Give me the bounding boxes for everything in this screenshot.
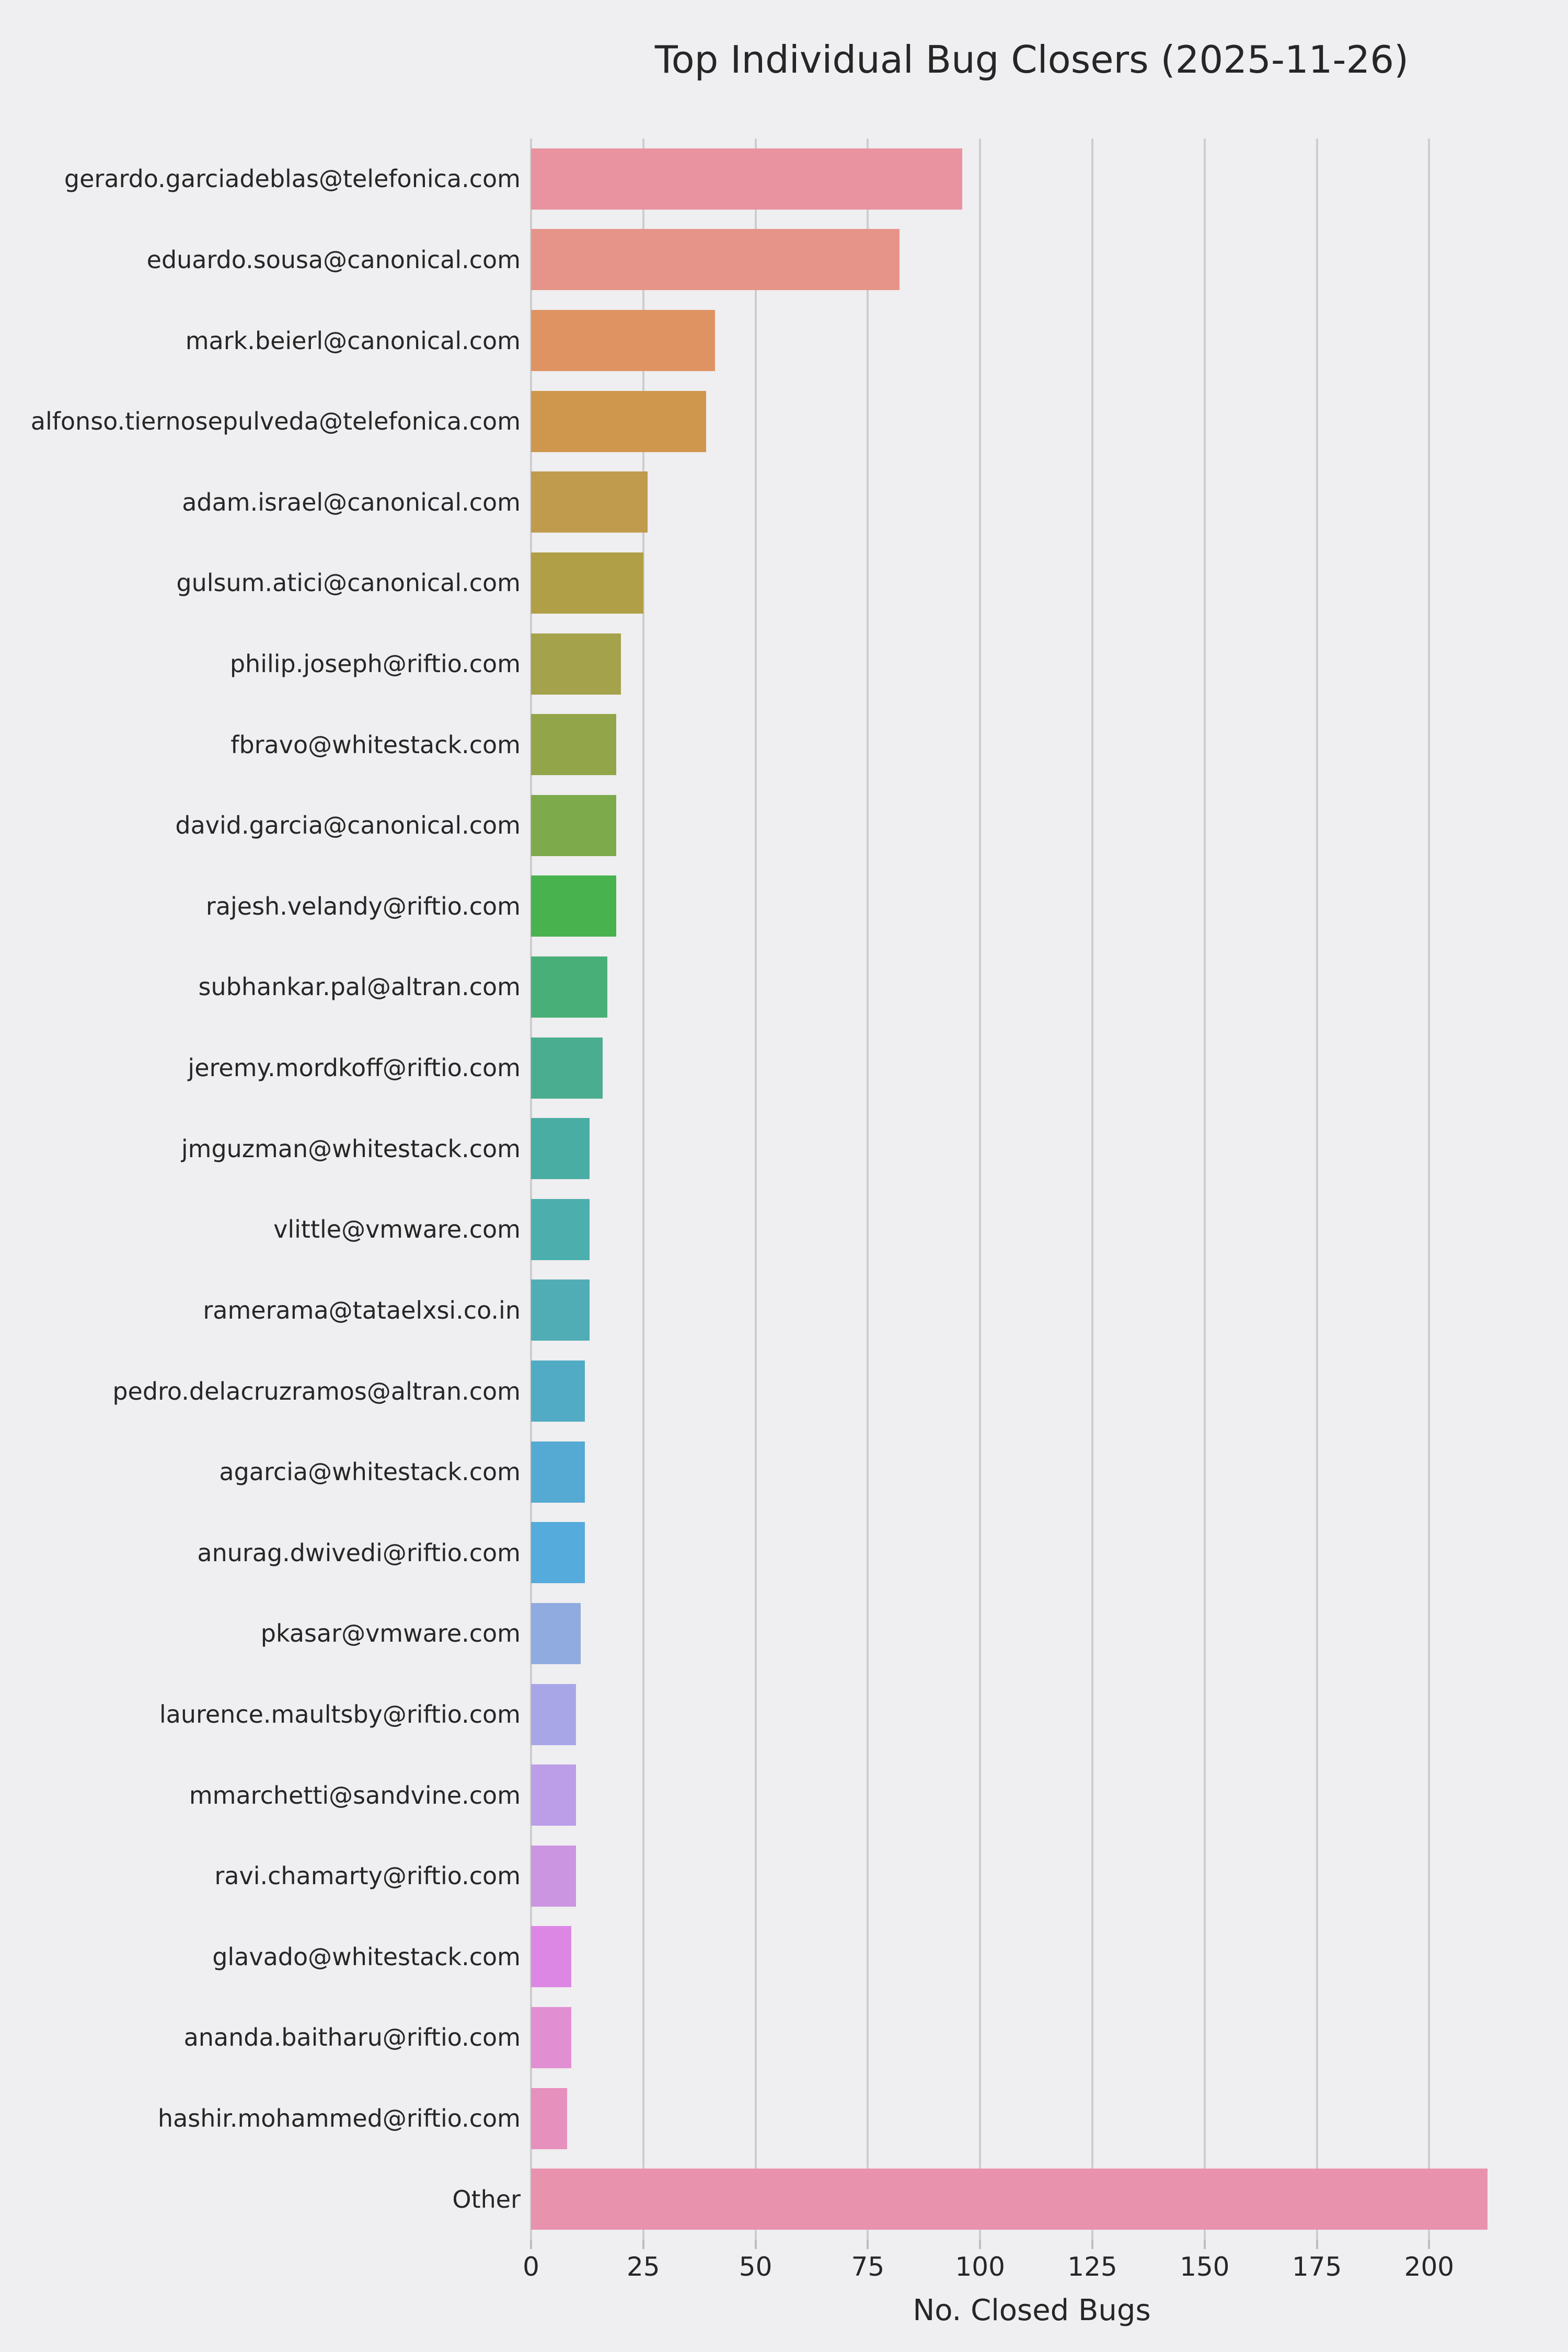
y-axis-label: mmarchetti@sandvine.com xyxy=(189,1781,521,1809)
gridline xyxy=(642,139,644,2240)
x-tick-mark xyxy=(867,2240,869,2249)
y-axis-label: vlittle@vmware.com xyxy=(273,1215,521,1244)
x-tick-label: 25 xyxy=(626,2252,660,2282)
bar xyxy=(531,1037,603,1099)
y-axis-label: jmguzman@whitestack.com xyxy=(181,1134,521,1163)
bar xyxy=(531,1198,590,1260)
x-tick-mark xyxy=(1203,2240,1206,2249)
bar xyxy=(531,1845,576,1907)
y-axis-label: glavado@whitestack.com xyxy=(212,1942,521,1971)
bar xyxy=(531,1118,590,1180)
bar xyxy=(531,1361,585,1422)
gridline xyxy=(867,139,869,2240)
bar xyxy=(531,633,621,695)
y-axis-label: adam.israel@canonical.com xyxy=(182,488,521,516)
x-tick-label: 175 xyxy=(1292,2252,1342,2282)
bar xyxy=(531,714,617,776)
y-axis-label: subhankar.pal@altran.com xyxy=(198,973,521,1001)
y-axis-label: mark.beierl@canonical.com xyxy=(185,326,521,355)
y-axis-label: Other xyxy=(452,2185,521,2213)
y-axis-label: ramerama@tataelxsi.co.in xyxy=(203,1296,521,1324)
bar xyxy=(531,875,617,937)
x-tick-label: 100 xyxy=(955,2252,1005,2282)
gridline xyxy=(979,139,982,2240)
x-tick-label: 75 xyxy=(851,2252,885,2282)
y-axis-label: laurence.maultsby@riftio.com xyxy=(159,1700,521,1728)
y-axis-label: pkasar@vmware.com xyxy=(260,1619,521,1648)
x-tick-mark xyxy=(754,2240,757,2249)
x-tick-label: 200 xyxy=(1404,2252,1455,2282)
y-axis-label: agarcia@whitestack.com xyxy=(219,1458,521,1486)
plot-area xyxy=(530,139,1532,2240)
bar xyxy=(531,1441,585,1503)
bar xyxy=(531,1684,576,1745)
y-axis-label: pedro.delacruzramos@altran.com xyxy=(112,1377,521,1405)
bar xyxy=(531,1602,581,1664)
x-axis-label: No. Closed Bugs xyxy=(913,2293,1151,2327)
y-axis-label: rajesh.velandy@riftio.com xyxy=(205,892,521,920)
x-tick-label: 150 xyxy=(1180,2252,1230,2282)
x-tick-label: 50 xyxy=(739,2252,773,2282)
bar xyxy=(531,552,643,614)
x-tick-label: 0 xyxy=(523,2252,539,2282)
y-axis-label: fbravo@whitestack.com xyxy=(230,730,521,759)
bar xyxy=(531,471,648,533)
x-tick-mark xyxy=(530,2240,532,2249)
x-tick-mark xyxy=(642,2240,644,2249)
gridline xyxy=(1428,139,1431,2240)
x-tick-mark xyxy=(979,2240,982,2249)
y-axis-label: david.garcia@canonical.com xyxy=(175,811,521,840)
y-axis-label: philip.joseph@riftio.com xyxy=(229,650,521,678)
bar xyxy=(531,2088,567,2149)
y-axis-label: alfonso.tiernosepulveda@telefonica.com xyxy=(30,407,521,436)
x-tick-mark xyxy=(1428,2240,1431,2249)
bar xyxy=(531,794,617,856)
y-axis-label: ravi.chamarty@riftio.com xyxy=(214,1862,521,1890)
bar xyxy=(531,390,707,452)
bar xyxy=(531,2007,572,2068)
y-axis-label: gulsum.atici@canonical.com xyxy=(176,569,521,597)
y-axis-label: jeremy.mordkoff@riftio.com xyxy=(188,1054,521,1082)
bar xyxy=(531,1279,590,1341)
bar xyxy=(531,2169,1488,2230)
y-axis-label: ananda.baitharu@riftio.com xyxy=(183,2023,521,2052)
y-axis-label: hashir.mohammed@riftio.com xyxy=(157,2104,521,2133)
x-tick-mark xyxy=(1316,2240,1318,2249)
x-tick-label: 125 xyxy=(1067,2252,1117,2282)
chart-title: Top Individual Bug Closers (2025-11-26) xyxy=(654,38,1409,82)
y-axis-label: eduardo.sousa@canonical.com xyxy=(146,245,521,274)
y-axis-label: gerardo.garciadeblas@telefonica.com xyxy=(64,165,521,193)
bar xyxy=(531,1765,576,1826)
gridline xyxy=(1316,139,1318,2240)
bar xyxy=(531,1926,572,1988)
gridline xyxy=(530,139,532,2240)
gridline xyxy=(1091,139,1093,2240)
y-axis-label: anurag.dwivedi@riftio.com xyxy=(197,1538,521,1567)
bar xyxy=(531,1522,585,1584)
bar xyxy=(531,310,716,372)
bar xyxy=(531,956,608,1018)
x-tick-mark xyxy=(1091,2240,1093,2249)
gridline xyxy=(1203,139,1206,2240)
gridline xyxy=(754,139,757,2240)
bar xyxy=(531,229,900,291)
bar xyxy=(531,148,962,210)
